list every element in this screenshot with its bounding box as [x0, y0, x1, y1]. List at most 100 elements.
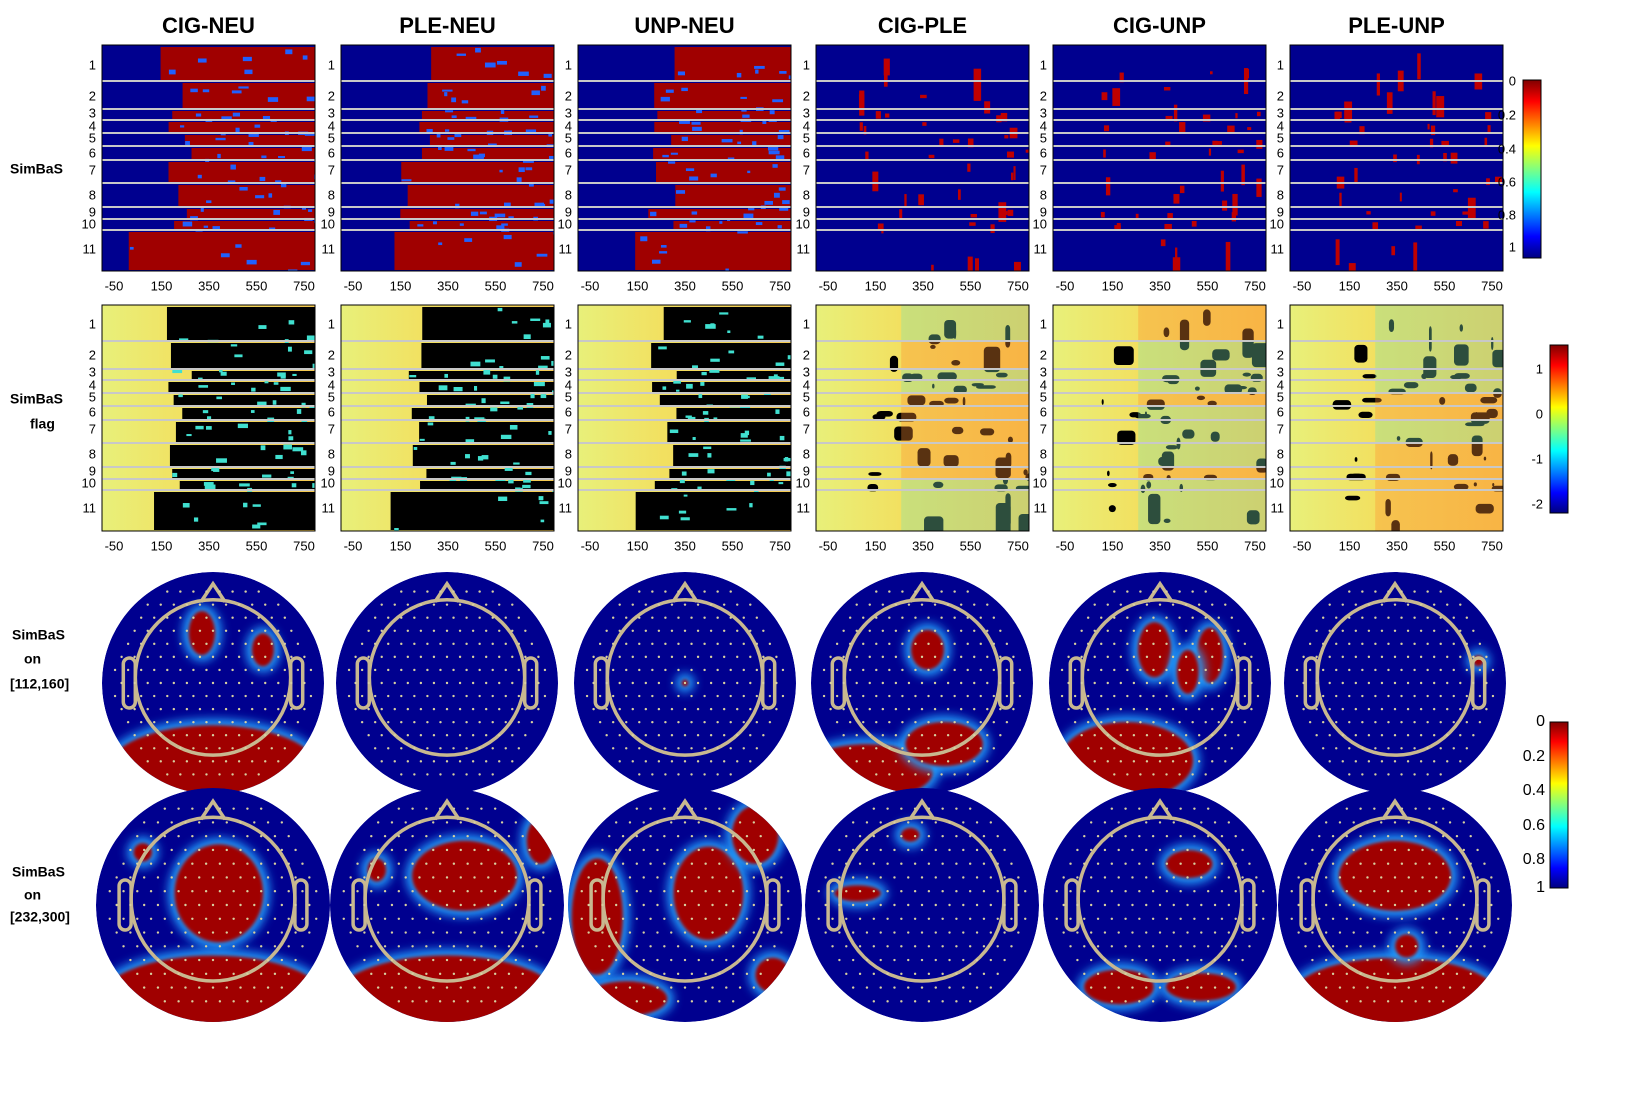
electrode	[651, 669, 653, 671]
electrode	[769, 643, 771, 645]
electrode	[608, 890, 610, 892]
electrode	[1237, 708, 1239, 710]
gap	[257, 522, 266, 525]
activation	[401, 162, 554, 182]
electrode	[1224, 708, 1226, 710]
electrode	[199, 603, 201, 605]
electrode	[1325, 849, 1327, 851]
electrode	[947, 630, 949, 632]
electrode	[1061, 669, 1063, 671]
electrode	[619, 734, 621, 736]
electrode	[184, 849, 186, 851]
electrode	[179, 747, 181, 749]
electrode	[1159, 630, 1161, 632]
electrode	[1387, 890, 1389, 892]
electrode	[1152, 890, 1154, 892]
electrode	[356, 945, 358, 947]
electrode	[1355, 708, 1357, 710]
electrode	[537, 682, 539, 684]
electrode	[780, 904, 782, 906]
electrode	[150, 890, 152, 892]
electrode	[367, 682, 369, 684]
x-tick-label: 150	[627, 278, 649, 293]
electrode	[869, 708, 871, 710]
electrode	[1325, 931, 1327, 933]
electrode	[888, 747, 890, 749]
electrode	[921, 849, 923, 851]
electrode	[1373, 863, 1375, 865]
electrode	[205, 590, 207, 592]
electrode	[629, 986, 631, 988]
gap	[740, 97, 747, 99]
electrode	[363, 876, 365, 878]
electrode	[1440, 643, 1442, 645]
electrode	[656, 986, 658, 988]
electrode	[1315, 630, 1317, 632]
x-tick-label: -50	[344, 538, 363, 553]
electrode	[990, 931, 992, 933]
electrode	[374, 617, 376, 619]
electrode	[773, 945, 775, 947]
electrode	[619, 630, 621, 632]
electrode	[762, 682, 764, 684]
electrode	[1408, 986, 1410, 988]
electrode	[743, 643, 745, 645]
electrode	[1131, 876, 1133, 878]
electrode	[1353, 931, 1355, 933]
electrode	[677, 590, 679, 592]
row-label: SimBaS	[12, 864, 65, 880]
activation	[1102, 92, 1108, 100]
gap	[428, 423, 434, 426]
electrode	[1413, 773, 1415, 775]
electrode	[934, 734, 936, 736]
electrode	[1012, 708, 1014, 710]
electrode	[1185, 630, 1187, 632]
electrode	[1191, 747, 1193, 749]
electrode	[384, 863, 386, 865]
electrode	[277, 734, 279, 736]
group-label: 8	[89, 446, 96, 461]
gap	[709, 370, 719, 373]
electrode	[592, 708, 594, 710]
electrode	[1420, 734, 1422, 736]
electrode	[698, 876, 700, 878]
electrode	[494, 945, 496, 947]
electrode	[157, 986, 159, 988]
electrode	[1318, 973, 1320, 975]
electrode	[290, 656, 292, 658]
electrode	[136, 863, 138, 865]
gap	[273, 210, 280, 215]
electrode	[297, 643, 299, 645]
electrode	[453, 890, 455, 892]
electrode	[1332, 918, 1334, 920]
activation	[1488, 125, 1491, 132]
electrode	[232, 973, 234, 975]
electrode	[663, 807, 665, 809]
gap	[764, 201, 773, 205]
column-title: CIG-PLE	[878, 13, 967, 38]
electrode	[664, 590, 666, 592]
electrode	[1421, 904, 1423, 906]
electrode	[143, 959, 145, 961]
electrode	[508, 863, 510, 865]
electrode	[411, 918, 413, 920]
electrode	[1193, 835, 1195, 837]
electrode	[508, 835, 510, 837]
electrode	[246, 1000, 248, 1002]
electrode	[387, 721, 389, 723]
electrode	[1200, 959, 1202, 961]
electrode	[698, 931, 700, 933]
group-label: 6	[328, 404, 335, 419]
electrode	[587, 904, 589, 906]
electrode	[487, 876, 489, 878]
electrode	[934, 630, 936, 632]
electrode	[354, 708, 356, 710]
electrode	[1120, 682, 1122, 684]
electrode	[498, 630, 500, 632]
electrode	[1173, 821, 1175, 823]
electrode	[990, 849, 992, 851]
electrode	[505, 643, 507, 645]
x-tick-label: 750	[532, 538, 554, 553]
electrode	[663, 973, 665, 975]
electrode	[1374, 617, 1376, 619]
